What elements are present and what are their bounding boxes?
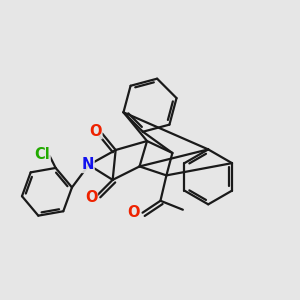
- Text: O: O: [89, 124, 102, 139]
- Text: O: O: [127, 205, 140, 220]
- Text: Cl: Cl: [34, 147, 50, 162]
- Text: N: N: [82, 158, 94, 172]
- Text: O: O: [85, 190, 98, 205]
